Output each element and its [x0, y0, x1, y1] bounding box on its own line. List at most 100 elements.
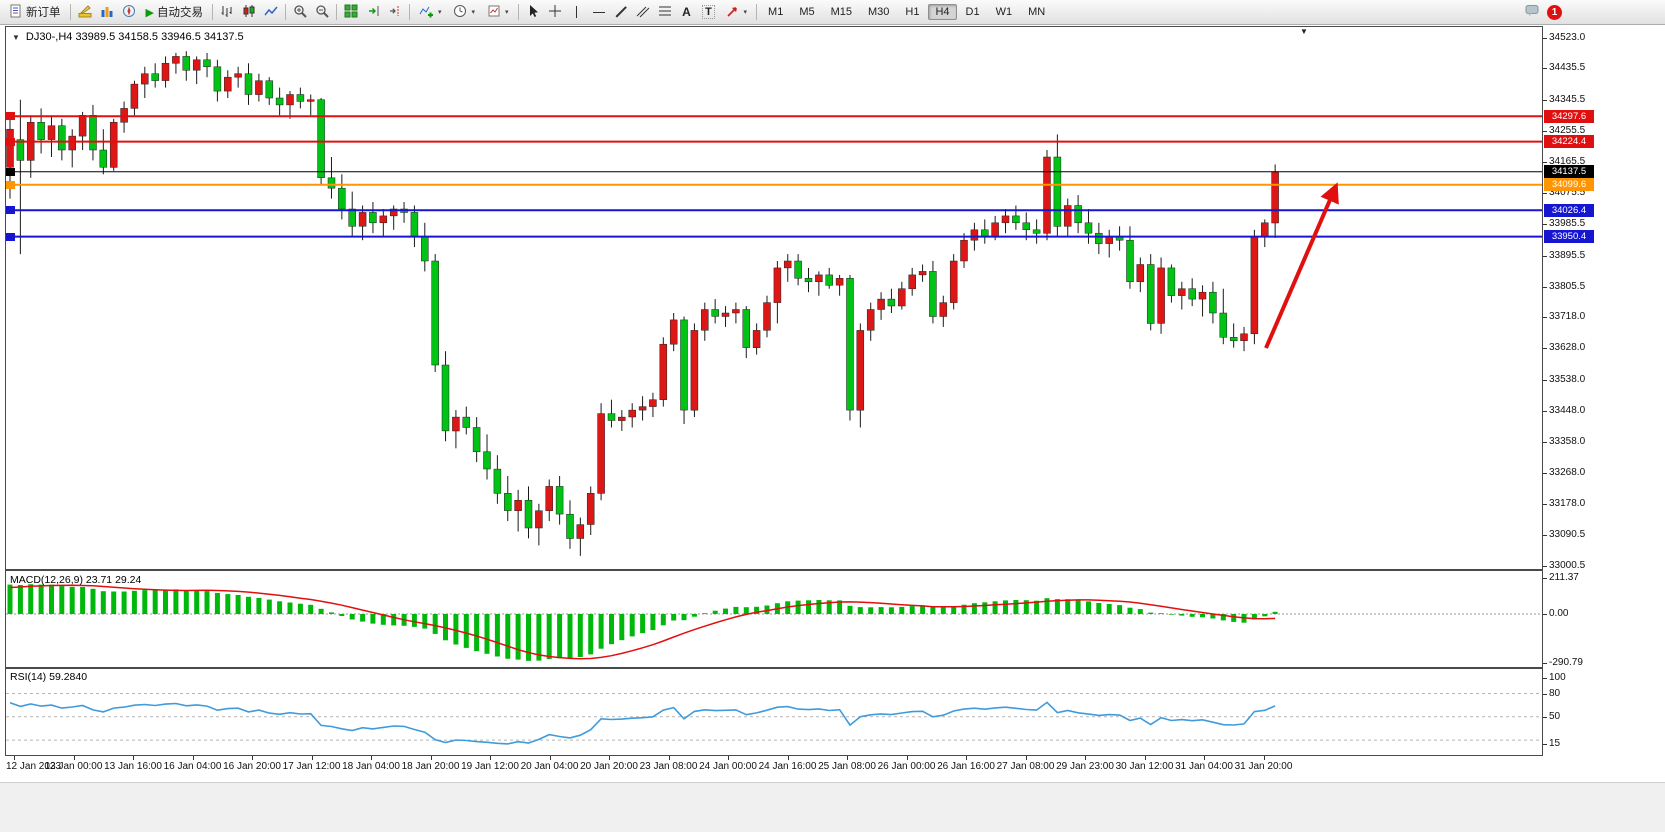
- notification-badge[interactable]: 1: [1547, 4, 1562, 20]
- arrow-tool-icon: [726, 4, 740, 21]
- time-axis-label: 20 Jan 04:00: [520, 761, 579, 772]
- periods-button[interactable]: ▾: [447, 1, 481, 23]
- time-axis-label: 31 Jan 20:00: [1234, 761, 1293, 772]
- macd-axis-label: -290.79: [1549, 657, 1583, 669]
- time-axis-tick: [668, 756, 670, 760]
- timeframe-button-mn[interactable]: MN: [1028, 6, 1046, 18]
- window-bottom-area: [0, 782, 1665, 832]
- trendline-button[interactable]: [610, 2, 632, 22]
- new-order-button[interactable]: 新订单: [3, 1, 67, 23]
- chart-header: ▼ DJ30-,H4 33989.5 34158.5 33946.5 34137…: [12, 31, 244, 43]
- market-watch-button[interactable]: [96, 2, 118, 22]
- zoom-in-button[interactable]: [289, 2, 311, 22]
- zoom-out-button[interactable]: [311, 2, 333, 22]
- price-axis-tick: [1543, 317, 1547, 319]
- time-axis-label: 18 Jan 04:00: [342, 761, 400, 772]
- fibonacci-button[interactable]: [654, 2, 676, 22]
- price-axis-tick: [1543, 534, 1547, 536]
- channel-button[interactable]: [632, 2, 654, 22]
- price-axis-label: 34075.5: [1549, 187, 1586, 199]
- templates-button[interactable]: ▾: [481, 1, 515, 23]
- arrows-button[interactable]: ▾: [720, 1, 754, 23]
- time-axis-label: 27 Jan 08:00: [996, 761, 1055, 772]
- time-axis-tick: [490, 756, 491, 760]
- toolbar-separator: [408, 4, 410, 20]
- price-axis-tick: [1543, 410, 1547, 412]
- price-axis-label: 33090.5: [1549, 528, 1586, 540]
- text-label-button[interactable]: T: [698, 2, 720, 22]
- auto-trading-button[interactable]: ▶ 自动交易: [140, 1, 209, 23]
- price-axis-label: 33628.0: [1549, 342, 1586, 354]
- main-toolbar: 新订单 ▶ 自动交易: [0, 0, 1665, 25]
- indicators-button[interactable]: ▾: [413, 1, 448, 23]
- vertical-line-button[interactable]: [566, 2, 588, 22]
- vertical-line-icon: [576, 6, 578, 18]
- chart-shift-icon: [388, 4, 402, 21]
- timeframe-button-m1[interactable]: M1: [768, 6, 784, 18]
- level-price-tag: 34297.6: [1544, 109, 1594, 123]
- timeframe-button-m5[interactable]: M5: [799, 6, 815, 18]
- auto-scroll-button[interactable]: [362, 2, 384, 22]
- time-axis-tick: [133, 756, 134, 760]
- rsi-panel[interactable]: [5, 668, 1543, 756]
- text-label-icon: T: [702, 5, 715, 19]
- timeframe-button-m30[interactable]: M30: [868, 6, 890, 18]
- price-axis-tick: [1543, 566, 1547, 567]
- candlestick-chart-button[interactable]: [238, 2, 260, 22]
- timeframe-button-m15[interactable]: M15: [830, 6, 852, 18]
- time-axis-tick: [73, 756, 75, 760]
- text-tool-icon: A: [682, 5, 691, 19]
- crosshair-button[interactable]: [544, 2, 566, 22]
- zoom-out-icon: [315, 4, 329, 21]
- time-axis-label: 13 Jan 00:00: [44, 761, 103, 772]
- time-axis-label: 25 Jan 08:00: [818, 761, 876, 772]
- time-axis-tick: [609, 756, 610, 760]
- tile-windows-button[interactable]: [340, 2, 362, 22]
- macd-name: MACD(12,26,9): [10, 574, 83, 586]
- price-axis-label: 33805.5: [1549, 280, 1586, 292]
- macd-values: 23.71 29.24: [85, 574, 142, 586]
- time-axis-tick: [14, 756, 15, 760]
- time-axis-tick: [728, 756, 729, 760]
- auto-trading-label: 自动交易: [156, 7, 203, 19]
- main-chart-panel[interactable]: [5, 26, 1543, 570]
- time-axis-tick: [1025, 756, 1027, 760]
- one-click-trading-toggle[interactable]: ▼: [12, 32, 20, 42]
- community-button[interactable]: [1521, 2, 1543, 22]
- line-chart-button[interactable]: [260, 2, 282, 22]
- text-button[interactable]: A: [676, 2, 698, 22]
- level-price-tag: 34026.4: [1544, 203, 1594, 217]
- line-chart-icon: [264, 4, 278, 21]
- timeframe-button-h4[interactable]: H4: [928, 4, 957, 20]
- toolbar-separator: [211, 4, 213, 20]
- level-price-tag: 34224.4: [1544, 135, 1594, 149]
- rsi-value: 59.2840: [49, 671, 88, 683]
- price-axis-tick: [1543, 473, 1547, 475]
- toolbar-separator: [756, 4, 758, 20]
- current-price-tag: 34137.5: [1544, 165, 1594, 179]
- timeframe-button-w1[interactable]: W1: [995, 6, 1013, 18]
- time-axis-tick: [906, 756, 908, 760]
- macd-panel[interactable]: [5, 570, 1543, 668]
- time-axis-label: 30 Jan 12:00: [1115, 761, 1174, 772]
- macd-axis-tick: [1543, 663, 1547, 665]
- time-axis-label: 13 Jan 16:00: [104, 761, 162, 772]
- timeframe-button-h1[interactable]: H1: [905, 6, 920, 18]
- navigator-button[interactable]: [118, 2, 140, 22]
- horizontal-line-button[interactable]: [588, 2, 610, 22]
- time-axis-tick: [549, 756, 551, 760]
- clock-icon: [453, 4, 467, 21]
- bar-chart-button[interactable]: [216, 2, 238, 22]
- chat-bubble-icon: [1525, 4, 1539, 20]
- trendline-icon: [615, 6, 626, 18]
- chevron-down-icon: ▾: [743, 9, 748, 16]
- time-axis-tick: [252, 756, 253, 760]
- chart-shift-button[interactable]: [384, 2, 406, 22]
- cursor-button[interactable]: [522, 2, 544, 22]
- timeframe-button-d1[interactable]: D1: [965, 6, 980, 18]
- chart-shift-marker[interactable]: ▼: [1300, 27, 1308, 36]
- time-axis-label: 31 Jan 04:00: [1175, 761, 1233, 772]
- time-axis-tick: [1263, 756, 1265, 760]
- rsi-name: RSI(14): [10, 671, 47, 683]
- metaeditor-button[interactable]: [74, 2, 96, 22]
